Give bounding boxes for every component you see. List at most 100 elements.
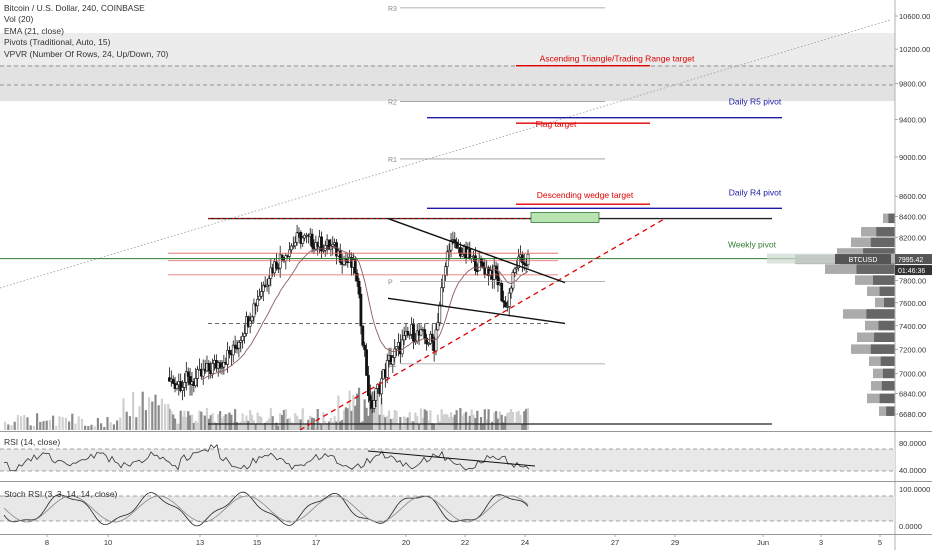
candle-body [355,272,359,282]
volume-bar [232,421,235,430]
volume-bar [167,403,170,430]
vpvr-row-down [863,248,895,258]
pivot-label: R1 [388,157,397,164]
candle-body [261,284,265,292]
volume-bar [250,414,254,430]
volume-bar [80,418,83,430]
volume-bar [436,414,439,430]
annotation-label: Daily R5 pivot [729,97,782,107]
candle-body [400,339,404,355]
candle-body [175,384,179,389]
volume-bar [523,411,526,430]
volume-bar [138,405,141,430]
volume-bar [175,423,179,430]
volume-bar [173,418,177,430]
candle-body [445,251,449,267]
candle-body [419,329,423,336]
vpvr-row-down [881,381,895,391]
volume-bar [290,421,293,430]
volume-bar [7,424,10,430]
volume-bar [299,419,302,430]
stoch-band [0,496,895,521]
candle-body [295,232,299,243]
candle-body [228,350,231,354]
volume-bar [333,416,336,430]
volume-bar [444,413,447,430]
candle-body [481,262,485,269]
legend-study-vpvr: VPVR (Number Of Rows, 24, Up/Down, 70) [4,48,169,59]
time-tick-label: 17 [312,538,320,547]
price-tick-label: 7600.00 [899,299,926,308]
candle-body [517,256,521,269]
candle-body [412,324,415,342]
volume-bar [258,416,261,430]
volume-bar [393,409,396,430]
candle-body [391,357,395,365]
volume-bar [418,424,421,430]
annotation-label: Ascending Triangle/Trading Range target [540,54,695,64]
volume-bar [500,414,503,430]
volume-bar [194,420,197,430]
candle-body [385,360,389,378]
volume-bar [309,415,312,430]
volume-bar [84,425,87,430]
volume-bar [48,419,51,430]
candle-body [222,362,226,368]
volume-bar [363,399,366,430]
candle-body [368,395,372,401]
volume-bar [521,423,524,430]
volume-bar [235,422,239,430]
vpvr-row-down [870,237,895,248]
volume-bar [412,421,415,430]
volume-bar [10,425,13,430]
volume-bar [483,409,486,430]
candle-body [201,368,205,377]
volume-bar [397,424,400,430]
volume-bar [382,414,385,430]
volume-bar [141,391,144,430]
candle-body [320,236,323,252]
volume-bar [468,415,471,430]
volume-bar [410,421,413,430]
volume-bar [26,417,29,430]
candle-body [278,254,282,269]
volume-bar [119,417,122,430]
volume-bar [264,422,267,430]
vpvr-row-down [874,332,895,342]
candle-body [181,387,184,391]
vpvr-row-down [856,264,895,274]
price-tick-label: 7200.00 [899,345,926,354]
volume-bar [29,425,32,430]
candle-body [310,233,314,248]
time-tick-label: 24 [521,538,529,547]
volume-bar [243,420,246,430]
candle-body [226,350,230,365]
volume-bar [164,404,167,430]
volume-bar [378,414,381,430]
volume-bar [125,411,128,430]
volume-bar [249,410,252,430]
time-tick-label: 13 [196,538,204,547]
candle-body [265,284,269,288]
volume-bar [213,421,216,430]
volume-bar [318,422,321,430]
volume-bar [190,414,194,430]
candle-body [474,255,477,271]
legend-symbol: Bitcoin / U.S. Dollar, 240, COINBASE [4,3,145,13]
candle-body [353,259,357,274]
volume-bar [282,409,286,430]
price-tick-label: 7800.00 [899,276,926,285]
volume-bar [209,415,212,430]
volume-bar [470,409,473,430]
volume-bar [183,410,186,430]
candle-body [291,245,295,248]
time-tick-label: 29 [671,538,679,547]
volume-bar [342,410,346,430]
pivot-label: R3 [388,6,397,13]
volume-bar [401,425,404,430]
candle-body [256,298,260,307]
candle-body [338,250,342,263]
stoch-pane-label: Stoch RSI (3, 3, 14, 14, close) [4,489,118,499]
volume-bar [160,398,163,430]
